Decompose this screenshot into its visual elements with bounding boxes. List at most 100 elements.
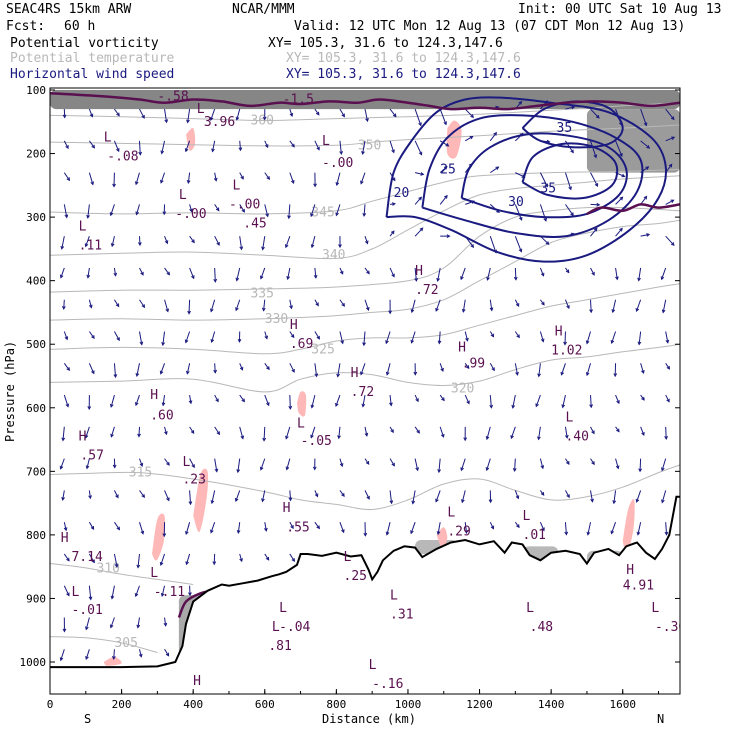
wind-vector xyxy=(362,394,366,407)
wind-vector xyxy=(138,140,141,155)
wind-vector xyxy=(439,426,444,438)
wind-vector-head xyxy=(137,242,142,247)
wind-vector-head xyxy=(59,657,64,662)
wind-vector-head xyxy=(615,465,620,470)
wind-vector-head xyxy=(420,172,425,176)
wind-vector-head xyxy=(390,429,394,434)
y-tick-label: 500 xyxy=(26,338,46,351)
wind-vector-head xyxy=(315,111,320,116)
theta-label: 340 xyxy=(322,248,345,263)
wind-vector-head xyxy=(59,274,64,279)
wind-vector-head xyxy=(619,196,624,201)
wind-vector-head xyxy=(445,143,450,147)
wind-vector xyxy=(539,172,548,187)
wind-vector xyxy=(85,617,90,630)
wind-vector-head xyxy=(60,245,65,250)
wind-vector xyxy=(364,426,368,436)
wind-vector-head xyxy=(360,371,364,376)
wind-vector-head xyxy=(316,146,320,151)
wind-vector-head xyxy=(185,561,189,566)
wind-vector-head xyxy=(490,333,495,338)
wind-vector xyxy=(287,267,291,280)
wind-vector-head xyxy=(360,180,364,185)
wind-vector xyxy=(164,617,167,626)
wind-vector xyxy=(86,458,90,469)
wind-vector-head xyxy=(495,166,500,170)
wind-vector xyxy=(640,196,647,205)
wind-vector xyxy=(113,140,120,152)
wind-vector xyxy=(590,267,595,276)
wind-vector xyxy=(85,426,90,438)
wind-vector xyxy=(539,299,545,306)
wind-vector xyxy=(460,458,466,471)
wind-vector xyxy=(212,140,216,152)
wind-vector xyxy=(214,267,216,282)
wind-vector xyxy=(410,522,416,534)
wind-vector xyxy=(187,172,191,184)
wind-vector xyxy=(665,108,675,120)
wind-vector xyxy=(189,267,195,279)
wind-vector-head xyxy=(646,233,651,237)
wind-vector xyxy=(665,426,667,439)
wind-vector-head xyxy=(62,628,67,633)
field-name-theta: Potential temperature xyxy=(10,51,175,66)
pv-pink-region xyxy=(297,391,307,417)
wind-vector-head xyxy=(91,559,95,564)
wind-vector-head xyxy=(61,437,66,442)
wind-vector-head xyxy=(112,464,117,469)
wind-vector-head xyxy=(441,397,445,402)
pv-pink-region xyxy=(622,499,635,555)
wind-vector-head xyxy=(339,270,344,275)
wind-vector xyxy=(211,331,216,343)
wind-vector xyxy=(439,195,448,205)
wind-vector-head xyxy=(65,403,70,408)
wind-vector-head xyxy=(191,464,195,469)
wind-vector xyxy=(539,331,544,342)
wind-vector xyxy=(164,426,167,435)
wind-vector xyxy=(311,236,316,248)
wind-vector-head xyxy=(391,149,395,154)
wind-vector xyxy=(510,426,516,439)
wind-vector-head xyxy=(566,494,570,499)
wind-vector-head xyxy=(161,402,166,407)
wind-vector-head xyxy=(335,182,340,187)
hl-annotation: L xyxy=(279,601,287,616)
theta-line xyxy=(50,563,194,585)
wind-vector xyxy=(486,426,491,440)
wind-vector-head xyxy=(610,339,615,345)
wind-vector xyxy=(135,585,140,597)
wind-vector-head xyxy=(64,214,69,219)
wind-vector xyxy=(239,140,242,151)
wind-vector-head xyxy=(390,230,395,235)
wind-vector xyxy=(289,490,292,501)
wind-vector xyxy=(461,490,466,503)
hl-annotation: .60 xyxy=(150,408,173,423)
theta-contours: 305 310 315 320 325 330 335 340 345 350 360 xyxy=(50,102,680,653)
wind-vector-head xyxy=(362,212,367,217)
wind-vector-head xyxy=(366,495,370,500)
wind-vector xyxy=(339,140,342,155)
hl-annotation: -.00 xyxy=(229,197,260,212)
wind-vector-head xyxy=(561,404,566,409)
wind-vector-head xyxy=(211,148,215,153)
wind-vector xyxy=(615,140,623,157)
wind-vector xyxy=(661,267,667,280)
wind-vector xyxy=(389,230,395,237)
wind-vector-head xyxy=(661,499,665,504)
wind-vector xyxy=(489,363,495,371)
wind-vector xyxy=(565,490,570,498)
wind-vector-head xyxy=(136,624,141,629)
wind-vector-head xyxy=(488,499,493,504)
wind-vector-head xyxy=(570,149,574,154)
hl-annotation: .25 xyxy=(344,569,367,584)
hl-annotation: -.58 xyxy=(157,89,188,104)
wind-vector xyxy=(564,426,568,438)
wind-speed-line xyxy=(521,142,619,200)
wind-vector-head xyxy=(284,244,289,249)
wind-vector xyxy=(264,172,270,180)
wind-vector-head xyxy=(66,592,70,597)
hl-annotation: .45 xyxy=(243,216,266,231)
theta-label: 335 xyxy=(250,286,273,301)
wind-vector-head xyxy=(341,529,345,534)
theta-label: 330 xyxy=(265,312,288,327)
